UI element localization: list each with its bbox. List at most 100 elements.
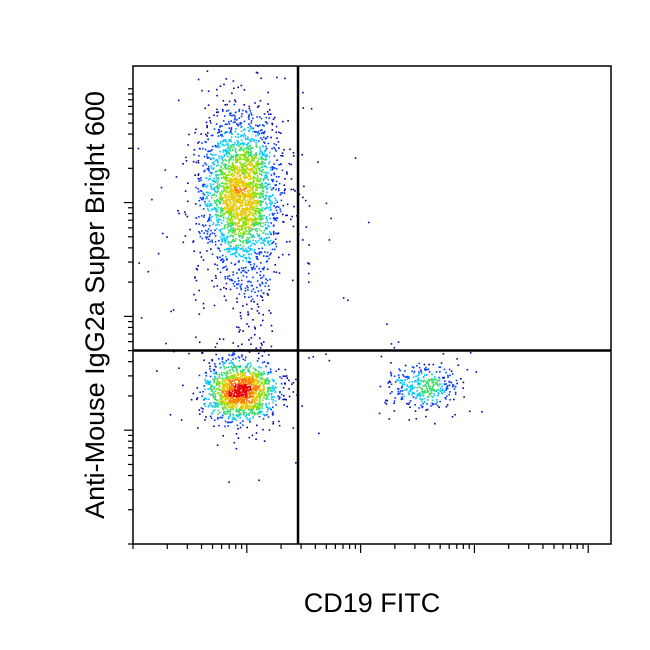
event-dot: [223, 234, 225, 237]
event-dot: [220, 155, 223, 158]
event-dot: [246, 171, 248, 173]
event-dot: [415, 396, 418, 399]
event-dot: [239, 122, 241, 124]
event-dot: [241, 236, 243, 239]
event-dot: [210, 202, 213, 205]
event-dot: [261, 378, 263, 381]
event-dot: [256, 256, 258, 258]
event-dot: [244, 367, 247, 369]
event-dot: [393, 375, 396, 377]
event-dot: [241, 279, 243, 282]
event-dot: [387, 382, 390, 384]
event-dot: [222, 209, 225, 211]
event-dot: [406, 385, 408, 387]
event-dot: [239, 396, 241, 399]
event-dot: [233, 103, 236, 106]
event-dot: [249, 195, 252, 197]
event-dot: [251, 206, 253, 208]
event-dot: [417, 380, 420, 382]
event-dot: [409, 389, 411, 391]
event-dot: [243, 208, 245, 211]
event-dot: [276, 205, 278, 208]
event-dot: [241, 270, 244, 272]
event-dot: [255, 154, 258, 157]
event-dot: [249, 144, 252, 147]
event-dot: [255, 192, 257, 195]
event-dot: [255, 162, 257, 164]
event-dot: [220, 374, 223, 376]
event-dot: [193, 250, 195, 252]
event-dot: [263, 238, 265, 240]
event-dot: [252, 404, 255, 407]
event-dot: [419, 383, 422, 385]
event-dot: [212, 161, 215, 163]
event-dot: [291, 383, 293, 385]
event-dot: [263, 341, 265, 343]
event-dot: [244, 382, 247, 385]
event-dot: [229, 244, 231, 247]
event-dot: [261, 374, 263, 377]
event-dot: [226, 226, 229, 229]
event-dot: [249, 261, 252, 263]
event-dot: [250, 153, 253, 155]
event-dot: [210, 389, 213, 391]
event-dot: [251, 407, 254, 410]
event-dot: [260, 410, 262, 412]
event-dot: [240, 407, 242, 410]
event-dot: [225, 282, 228, 285]
event-dot: [230, 205, 232, 207]
event-dot: [243, 156, 246, 159]
event-dot: [268, 117, 270, 119]
event-dot: [227, 191, 230, 193]
event-dot: [244, 240, 246, 242]
event-dot: [263, 255, 265, 257]
event-dot: [446, 386, 448, 388]
event-dot: [231, 198, 234, 200]
event-dot: [240, 122, 243, 124]
event-dot: [449, 391, 451, 393]
event-dot: [240, 139, 243, 141]
event-dot: [251, 412, 254, 415]
event-dot: [219, 202, 222, 205]
event-dot: [215, 224, 217, 227]
event-dot: [212, 394, 214, 397]
event-dot: [242, 394, 245, 396]
event-dot: [177, 99, 180, 102]
event-dot: [232, 354, 234, 357]
event-dot: [239, 311, 242, 314]
event-dot: [228, 415, 231, 418]
event-dot: [414, 386, 416, 389]
event-dot: [265, 404, 268, 407]
event-dot: [248, 419, 251, 421]
event-dot: [290, 218, 292, 221]
event-dot: [271, 330, 273, 332]
event-dot: [265, 365, 267, 368]
event-dot: [251, 203, 253, 206]
event-dot: [454, 391, 457, 394]
event-dot: [218, 375, 220, 377]
event-dot: [285, 214, 287, 217]
event-dot: [267, 371, 270, 374]
event-dot: [409, 386, 412, 389]
event-dot: [238, 177, 241, 180]
event-dot: [222, 139, 225, 142]
event-dot: [266, 135, 269, 138]
event-dot: [259, 193, 262, 196]
event-dot: [227, 149, 230, 151]
event-dot: [245, 204, 248, 206]
event-dot: [234, 382, 237, 384]
event-dot: [244, 159, 247, 162]
event-dot: [436, 380, 439, 382]
event-dot: [202, 183, 205, 186]
event-dot: [222, 260, 224, 263]
event-dot: [245, 391, 248, 394]
event-dot: [430, 392, 432, 394]
event-dot: [251, 380, 254, 382]
event-dot: [221, 177, 223, 179]
event-dot: [244, 137, 247, 139]
event-dot: [242, 399, 245, 402]
event-dot: [210, 122, 212, 124]
event-dot: [248, 378, 251, 381]
event-dot: [390, 374, 393, 377]
event-dot: [253, 212, 255, 215]
